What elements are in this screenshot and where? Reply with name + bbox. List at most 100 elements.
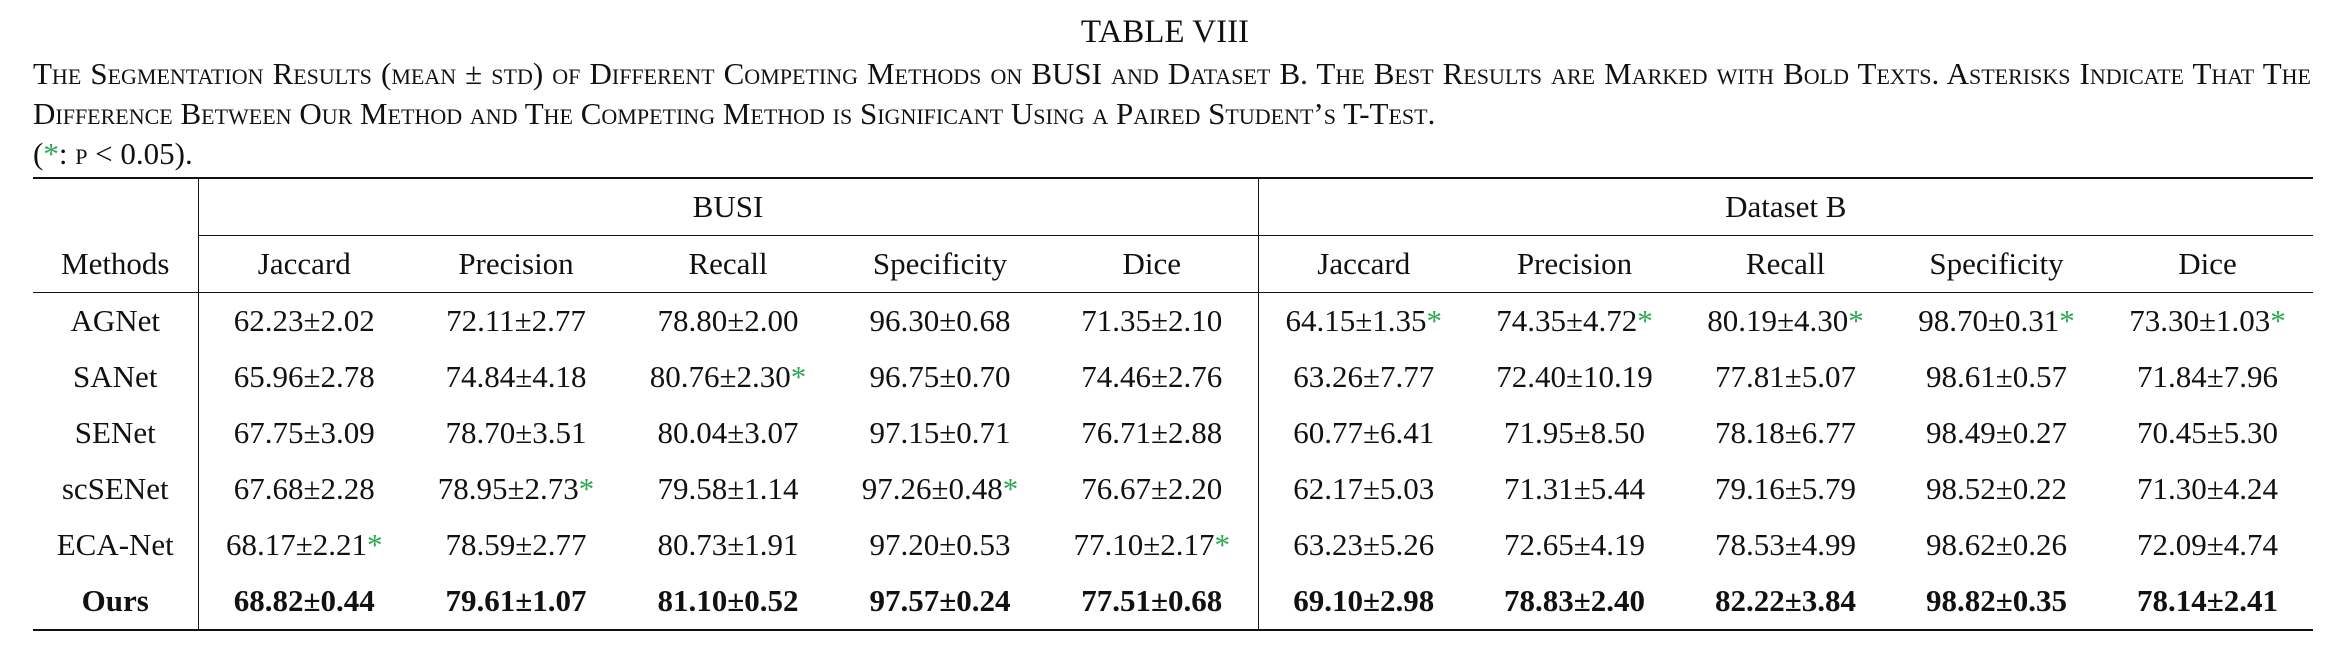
significance-star: * (1637, 303, 1653, 338)
cell-value: 97.26±0.48 (861, 471, 1003, 506)
table-caption: The Segmentation Results (mean ± std) of… (33, 54, 2311, 174)
metric-cell: 97.57±0.24 (834, 573, 1046, 631)
metric-cell: 63.26±7.77 (1293, 359, 1435, 394)
metric-cell: 96.75±0.70 (869, 359, 1011, 394)
metric-cell: 68.82±0.44 (198, 573, 410, 631)
column-header-row: Methods Jaccard Precision Recall Specificity… (33, 235, 2314, 293)
cell-value: 98.70±0.31 (1918, 303, 2060, 338)
column-header: Methods (33, 235, 199, 293)
corner-cell (33, 177, 199, 236)
metric-cell: 77.10±2.17* (1046, 517, 1259, 573)
significance-star: * (1214, 527, 1231, 562)
metric-cell: 69.10±2.98 (1258, 573, 1469, 631)
significance-star: * (1848, 303, 1864, 338)
method-name: ECA-Net (33, 517, 199, 573)
cell-value: 68.17±2.21 (225, 527, 367, 562)
metric-cell: 67.68±2.28 (233, 471, 375, 506)
metric-cell: 72.40±10.19 (1496, 359, 1653, 394)
metric-cell: 80.04±3.07 (657, 415, 799, 450)
metric-cell: 78.53±4.99 (1714, 527, 1856, 562)
cell-value: 78.95±2.73 (437, 471, 579, 506)
metric-cell: 78.83±2.40 (1469, 573, 1680, 631)
metric-cell: 72.09±4.74 (2137, 527, 2279, 562)
metric-cell: 98.82±0.35 (1891, 573, 2102, 631)
metric-cell: 76.71±2.88 (1046, 405, 1259, 461)
cell-value: 74.35±4.72 (1496, 303, 1638, 338)
metric-cell: 70.45±5.30 (2137, 415, 2279, 450)
metric-cell: 65.96±2.78 (233, 359, 375, 394)
metric-cell: 78.95±2.73* (410, 461, 622, 517)
group-header: BUSI (198, 177, 1259, 236)
metric-cell: 64.15±1.35* (1258, 293, 1469, 350)
cell-value: 77.10±2.17 (1073, 527, 1215, 562)
results-table: BUSI Dataset B Methods Jaccard Precision Reca… (33, 177, 2314, 631)
metric-cell: 71.30±4.24 (2137, 471, 2279, 506)
method-name: scSENet (33, 461, 199, 517)
metric-cell: 98.61±0.57 (1925, 359, 2067, 394)
significance-star: * (1426, 303, 1443, 338)
metric-cell: 80.19±4.30* (1680, 293, 1891, 350)
column-header: Recall (622, 235, 834, 293)
cell-value: 80.19±4.30 (1707, 303, 1849, 338)
metric-cell: 67.75±3.09 (233, 415, 375, 450)
table-title: TABLE VIII (1080, 14, 1250, 50)
column-header: Precision (1469, 235, 1680, 293)
metric-cell: 79.58±1.14 (657, 471, 799, 506)
cell-value: 64.15±1.35 (1285, 303, 1427, 338)
column-header: Specificity (1891, 235, 2102, 293)
table-row: AGNet 62.23±2.02 72.11±2.77 78.80±2.00 96.30… (33, 292, 2313, 350)
column-header: Dice (2102, 235, 2314, 293)
metric-cell: 78.14±2.41 (2102, 573, 2314, 631)
metric-cell: 71.84±7.96 (2137, 359, 2279, 394)
metric-cell: 74.46±2.76 (1046, 349, 1259, 405)
metric-cell: 79.16±5.79 (1714, 471, 1856, 506)
method-name: SANet (33, 349, 199, 405)
metric-cell: 96.30±0.68 (869, 303, 1011, 338)
metric-cell: 97.26±0.48* (834, 461, 1046, 517)
metric-cell: 62.17±5.03 (1293, 471, 1435, 506)
column-header: Specificity (834, 235, 1046, 293)
significance-star: * (790, 359, 807, 394)
metric-cell: 74.84±4.18 (445, 359, 587, 394)
column-header: Dice (1046, 235, 1259, 293)
significance-star: * (2270, 303, 2286, 338)
column-header: Recall (1680, 235, 1891, 293)
caption-note-rest: : p < 0.05). (58, 136, 193, 171)
significance-star: * (1002, 471, 1019, 506)
table-row: SENet 67.75±3.09 78.70±3.51 80.04±3.07 97.15… (33, 405, 2313, 461)
method-name: AGNet (33, 292, 199, 349)
metric-cell: 78.70±3.51 (445, 415, 587, 450)
group-header: Dataset B (1258, 177, 2314, 236)
metric-cell: 98.52±0.22 (1925, 471, 2067, 506)
metric-cell: 63.23±5.26 (1293, 527, 1435, 562)
cell-value: 73.30±1.03 (2129, 303, 2271, 338)
metric-cell: 80.73±1.91 (657, 527, 799, 562)
metric-cell: 97.20±0.53 (869, 527, 1011, 562)
metric-cell: 97.15±0.71 (869, 415, 1011, 450)
group-header-row: BUSI Dataset B (33, 177, 2314, 236)
significance-star: * (2059, 303, 2075, 338)
metric-cell: 78.59±2.77 (445, 527, 587, 562)
metric-cell: 72.65±4.19 (1503, 527, 1645, 562)
column-header: Jaccard (198, 235, 410, 293)
caption-note-star: * (43, 136, 59, 171)
metric-cell: 71.35±2.10 (1046, 292, 1259, 349)
cell-value: 80.76±2.30 (649, 359, 791, 394)
metric-cell: 79.61±1.07 (410, 573, 622, 631)
metric-cell: 73.30±1.03* (2102, 293, 2313, 350)
metric-cell: 78.18±6.77 (1714, 415, 1856, 450)
metric-cell: 98.62±0.26 (1925, 527, 2067, 562)
column-header: Jaccard (1258, 235, 1469, 293)
table-row: Ours 68.82±0.44 79.61±1.07 81.10±0.52 97.57±… (33, 573, 2314, 631)
method-name: SENet (33, 405, 199, 461)
caption-note-open: ( (33, 136, 44, 171)
table-row: SANet 65.96±2.78 74.84±4.18 80.76±2.30* 96.7… (33, 349, 2313, 405)
metric-cell: 98.70±0.31* (1891, 293, 2102, 350)
metric-cell: 78.80±2.00 (657, 303, 799, 338)
metric-cell: 81.10±0.52 (622, 573, 834, 631)
metric-cell: 71.31±5.44 (1503, 471, 1645, 506)
table-row: scSENet 67.68±2.28 78.95±2.73* 79.58±1.14 97… (33, 461, 2313, 517)
metric-cell: 82.22±3.84 (1680, 573, 1891, 631)
metric-cell: 71.95±8.50 (1503, 415, 1645, 450)
